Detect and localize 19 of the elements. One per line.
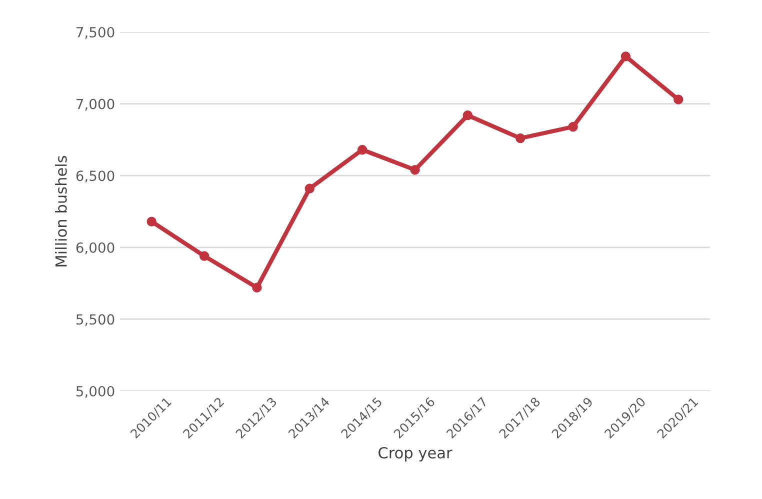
point bbox=[620, 52, 631, 62]
y-tick-label: 6,500 bbox=[76, 170, 114, 182]
point bbox=[252, 282, 262, 292]
x-axis-title: Crop year bbox=[378, 446, 452, 462]
y-tick-label: 5,500 bbox=[76, 314, 114, 326]
y-tick-label: 6,000 bbox=[76, 242, 114, 254]
point bbox=[515, 133, 526, 144]
point bbox=[674, 94, 684, 104]
point bbox=[304, 184, 315, 194]
point bbox=[462, 110, 473, 120]
point bbox=[357, 144, 368, 155]
y-tick-label: 5,000 bbox=[76, 386, 114, 398]
y-tick-label: 7,500 bbox=[76, 26, 114, 39]
y-tick-label: 7,000 bbox=[76, 98, 114, 111]
point bbox=[146, 216, 156, 226]
point bbox=[410, 164, 420, 175]
point bbox=[568, 122, 578, 132]
y-axis-title: Million bushels bbox=[55, 156, 67, 266]
point bbox=[199, 251, 210, 261]
